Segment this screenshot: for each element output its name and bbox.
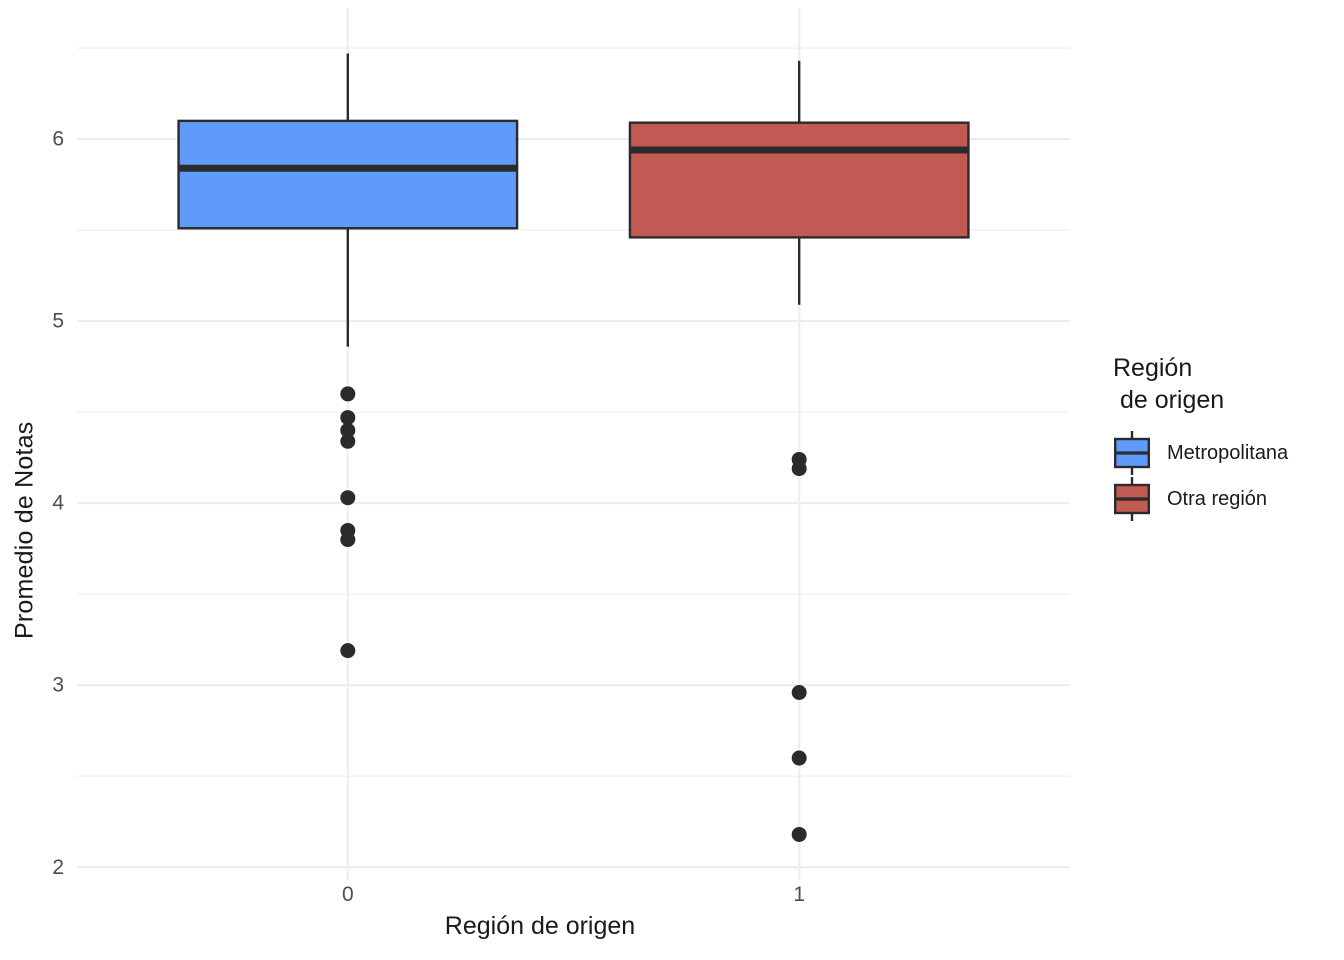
x-tick-label-0: 0 — [342, 883, 354, 906]
outlier-point-metropolitana — [340, 386, 356, 402]
outlier-point-otra-regi-n — [791, 684, 807, 700]
outlier-point-metropolitana — [340, 422, 356, 438]
outlier-point-metropolitana — [340, 643, 356, 659]
x-axis-title: Región de origen — [444, 912, 636, 940]
y-tick-label-4: 4 — [52, 492, 64, 515]
outlier-point-metropolitana — [340, 433, 356, 449]
outlier-point-otra-regi-n — [791, 750, 807, 766]
legend-item-otra-regi-n: Otra región — [1113, 476, 1288, 522]
legend-key-boxplot-icon — [1114, 431, 1150, 475]
boxplot-box-metropolitana — [177, 119, 519, 230]
legend-item-label: Metropolitana — [1167, 441, 1289, 464]
outlier-point-otra-regi-n — [791, 826, 807, 842]
y-tick-label-2: 2 — [52, 856, 64, 879]
outlier-point-metropolitana — [340, 490, 356, 506]
legend-item-label: Otra región — [1167, 487, 1268, 510]
y-axis-title: Promedio de Notas — [10, 421, 39, 639]
legend-title: Región de origen — [1113, 354, 1225, 414]
outlier-point-metropolitana — [340, 410, 356, 426]
y-tick-label-6: 6 — [52, 128, 64, 151]
legend-item-metropolitana: Metropolitana — [1113, 430, 1288, 476]
outlier-point-otra-regi-n — [791, 461, 807, 477]
legend-items: Metropolitana Otra región — [1113, 430, 1288, 522]
x-tick-label-1: 1 — [793, 883, 805, 906]
outlier-point-metropolitana — [340, 532, 356, 548]
y-tick-label-5: 5 — [52, 310, 64, 333]
boxplot-box-otra-regi-n — [628, 121, 970, 239]
legend-key-boxplot-icon — [1114, 477, 1150, 521]
legend: Región de origen Metropolitana Otra regió… — [1113, 352, 1288, 522]
y-tick-label-3: 3 — [52, 674, 64, 697]
